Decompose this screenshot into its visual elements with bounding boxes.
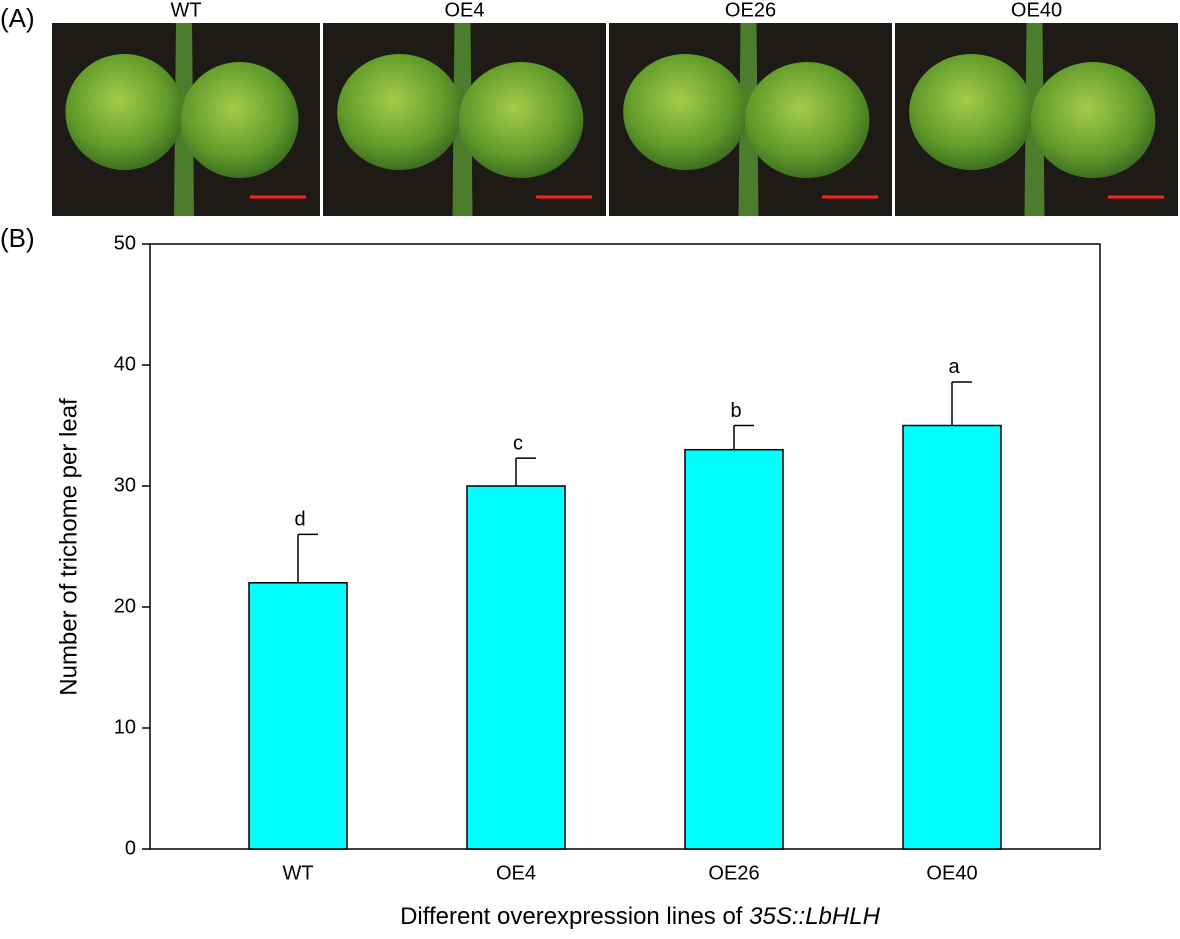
x-tick-label: OE40 — [926, 862, 977, 884]
y-tick-label: 30 — [114, 474, 136, 496]
photo-label: OE26 — [725, 0, 776, 21]
y-tick-label: 0 — [125, 837, 136, 859]
cotyledon — [458, 62, 584, 178]
x-tick-label: OE4 — [496, 862, 536, 884]
y-axis-label: Number of trichome per leaf — [55, 398, 82, 696]
x-axis-label-gene: 35S::LbHLH — [749, 903, 880, 930]
panel-label: (A) — [0, 3, 35, 33]
cotyledon — [909, 54, 1034, 170]
photo-label: WT — [170, 0, 201, 21]
x-tick-label: OE26 — [708, 862, 759, 884]
y-tick-label: 40 — [114, 353, 136, 375]
cotyledon — [623, 54, 748, 170]
cotyledon — [180, 62, 299, 178]
y-tick-label: 10 — [114, 716, 136, 738]
bar — [902, 424, 1002, 850]
plot-frame — [149, 243, 1101, 850]
significance-letter: c — [513, 432, 523, 454]
bar — [248, 582, 348, 850]
bar — [466, 485, 566, 850]
x-axis-label-text: Different overexpression lines of — [400, 903, 743, 930]
y-tick-label: 20 — [114, 595, 136, 617]
photo-label: OE4 — [444, 0, 484, 21]
cotyledon — [65, 54, 184, 170]
x-tick-label: WT — [282, 862, 313, 884]
x-axis-label: Different overexpression lines of 35S::L… — [400, 903, 880, 930]
photo-row: WT OE4 OE26 OE40 — [52, 0, 1178, 216]
panel-label: (B) — [0, 223, 35, 253]
cotyledon — [1030, 62, 1156, 178]
cotyledon — [744, 62, 870, 178]
y-tick-label: 50 — [114, 232, 136, 254]
photo-label: OE40 — [1011, 0, 1062, 21]
significance-letter: a — [948, 356, 960, 378]
significance-letter: b — [730, 400, 741, 422]
bar — [684, 448, 784, 850]
cotyledon — [337, 54, 462, 170]
significance-letter: d — [294, 509, 305, 531]
